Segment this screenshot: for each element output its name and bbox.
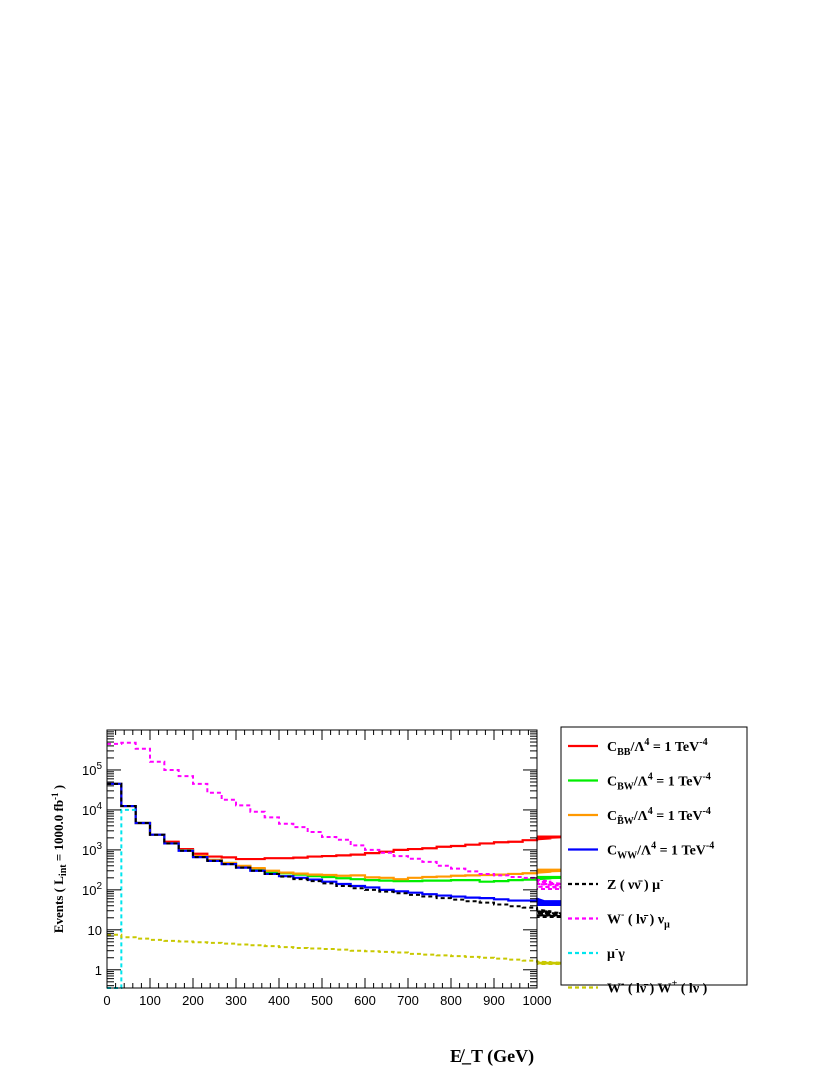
x-tick-label: 500 [311,993,333,1008]
y-tick-label: 104 [82,801,102,818]
series-7-line [107,933,595,965]
x-tick-label: 0 [103,993,110,1008]
x-tick-label: 400 [268,993,290,1008]
x-tick-label: 900 [483,993,505,1008]
y-axis-title: Events ( Lint = 1000.0 fb-1 ) [50,785,69,933]
legend-label: Z ( νν̄ ) μ- [607,875,663,893]
x-tick-label: 700 [397,993,419,1008]
series-5-line [107,741,595,891]
x-tick-label: 600 [354,993,376,1008]
x-axis-title: E̸_T (GeV) [450,1046,534,1067]
y-tick-label: 102 [82,881,102,898]
x-tick-label: 1000 [523,993,552,1008]
legend-label: W- ( lν̄ ) νμ [607,910,670,931]
plot-frame [106,729,538,989]
legend-label: CWW/Λ4 = 1 TeV-4 [607,841,714,862]
legend: CBB/Λ4 = 1 TeV-4 CBW/Λ4 = 1 TeV-4 CB̃W/Λ4 … [560,726,748,997]
series-1-line [107,782,595,883]
series-0-line [107,782,595,861]
y-tick-label: 10 [88,923,102,938]
series-4-line [107,782,595,918]
x-tick-label: 100 [139,993,161,1008]
series-2-line [107,782,595,881]
y-tick-label: 103 [82,841,102,858]
legend-label: W- ( lν̄ ) W+ ( lν ) [607,979,708,997]
x-tick-label: 800 [440,993,462,1008]
legend-label: CBB/Λ4 = 1 TeV-4 [607,737,708,758]
legend-label: CB̃W/Λ4 = 1 TeV-4 [607,806,711,827]
y-tick-label: 1 [95,963,102,978]
x-tick-label: 300 [225,993,247,1008]
x-tick-label: 200 [182,993,204,1008]
y-tick-label: 105 [82,761,102,778]
legend-box [560,726,748,986]
legend-label: μ-γ [607,944,625,962]
legend-label: CBW/Λ4 = 1 TeV-4 [607,772,711,793]
